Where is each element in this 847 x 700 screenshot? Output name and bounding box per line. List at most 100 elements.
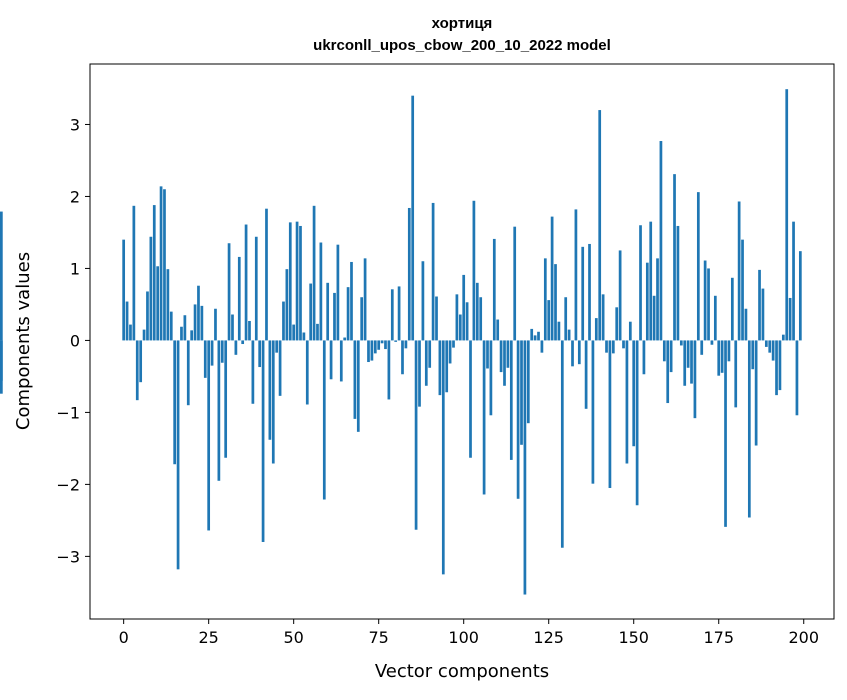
bar	[193, 304, 197, 341]
bar	[190, 330, 194, 341]
bar	[282, 301, 285, 341]
bar	[462, 274, 466, 341]
bar	[673, 174, 676, 341]
bar	[214, 308, 217, 341]
bar	[322, 340, 326, 500]
bar	[231, 314, 234, 341]
bar	[455, 294, 459, 341]
bar	[622, 340, 625, 349]
bar	[482, 340, 486, 495]
bar	[503, 340, 506, 386]
x-tick-label: 25	[198, 628, 218, 647]
bar	[703, 260, 707, 341]
y-tick-label: 3	[70, 115, 80, 134]
y-axis-label: Components values	[13, 252, 34, 430]
bar	[319, 242, 323, 341]
x-tick-label: 200	[788, 628, 819, 647]
bar	[696, 192, 700, 341]
bar	[407, 207, 411, 341]
bar	[550, 216, 554, 341]
y-tick-label: 0	[70, 331, 80, 350]
bar	[414, 340, 418, 530]
x-tick-label: 175	[703, 628, 734, 647]
bar	[778, 340, 782, 391]
bar	[747, 340, 751, 518]
bar	[387, 340, 391, 400]
bar	[771, 340, 775, 361]
bar	[248, 320, 251, 341]
bar	[384, 340, 387, 350]
bar	[261, 340, 265, 542]
bar	[333, 292, 336, 341]
bar	[758, 269, 761, 341]
bar	[724, 340, 727, 527]
chart-title-line-2: ukrconll_upos_cbow_200_10_2022 model	[313, 37, 611, 54]
bar	[537, 331, 540, 341]
bar	[792, 221, 795, 341]
bar	[418, 340, 421, 407]
bar	[520, 340, 523, 445]
bar	[254, 236, 258, 341]
bar	[169, 311, 173, 341]
bar	[288, 222, 292, 341]
bar	[577, 340, 581, 365]
bar	[380, 340, 384, 344]
bar	[513, 226, 517, 341]
bar	[785, 89, 789, 341]
bar	[278, 340, 282, 396]
bar	[309, 283, 313, 341]
bar	[299, 225, 302, 341]
bar	[411, 95, 415, 341]
bar	[710, 340, 714, 345]
bar	[207, 340, 211, 531]
bar	[581, 246, 585, 341]
bar	[594, 318, 598, 341]
bar	[251, 340, 255, 404]
bar	[438, 340, 442, 396]
bar	[200, 305, 204, 341]
bar	[217, 340, 221, 481]
bar	[445, 340, 449, 393]
bar	[197, 285, 200, 341]
bar	[390, 289, 394, 341]
bar	[237, 256, 241, 341]
bar	[271, 340, 275, 464]
bar	[737, 201, 741, 341]
bar	[220, 340, 224, 363]
bar	[377, 340, 381, 350]
bar	[346, 287, 350, 341]
bar	[435, 296, 438, 341]
bar	[336, 244, 340, 341]
bar	[356, 340, 360, 432]
bar	[727, 340, 731, 362]
bar	[452, 340, 455, 348]
y-tick-label: −1	[56, 403, 80, 422]
bar	[591, 340, 595, 484]
bar	[479, 297, 483, 341]
x-tick-label: 75	[369, 628, 389, 647]
bar	[159, 186, 163, 341]
plot-frame	[89, 63, 835, 620]
bar	[424, 340, 428, 386]
bar	[717, 340, 721, 376]
bar	[744, 308, 748, 341]
bar	[265, 208, 268, 341]
bar	[690, 340, 693, 384]
bar	[615, 307, 619, 341]
bar	[122, 239, 126, 341]
bar	[326, 282, 330, 341]
bar	[465, 302, 469, 341]
bar	[669, 340, 673, 373]
y-tick-label: 1	[70, 259, 80, 278]
bar	[363, 258, 367, 341]
bar	[584, 340, 588, 409]
bar	[564, 297, 568, 341]
bar	[475, 282, 479, 341]
bar	[489, 340, 493, 416]
y-tick-label: −3	[56, 547, 80, 566]
bar	[530, 328, 534, 341]
bar	[312, 205, 316, 341]
bar	[302, 332, 306, 341]
bar	[431, 202, 435, 341]
